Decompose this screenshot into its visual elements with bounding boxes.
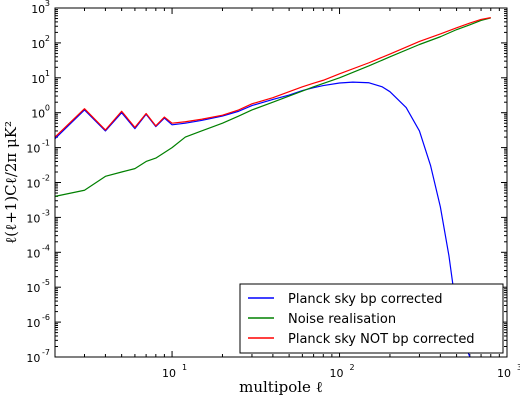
y-tick-label: 10 [26,212,40,225]
legend: Planck sky bp corrected Noise realisation… [239,283,504,354]
y-tick-label-exponent: -1 [42,139,50,148]
y-tick-label-exponent: -3 [42,208,50,217]
x-tick-label-exponent: 1 [182,363,187,372]
y-tick-label: 10 [31,108,45,121]
series-lines [54,17,491,358]
legend-entry: Planck sky NOT bp corrected [288,332,475,347]
series-line-1 [54,17,491,197]
y-tick-label-exponent: -4 [42,243,50,252]
y-tick-label-exponent: -5 [42,278,50,287]
y-tick-label: 10 [26,352,40,365]
y-tick-label: 10 [26,247,40,260]
x-tick-label: 10 [162,367,176,380]
y-tick-label: 10 [26,143,40,156]
y-tick-label-exponent: 1 [45,69,50,78]
y-tick-label-exponent: 0 [45,104,50,113]
y-tick-label-exponent: -2 [42,174,50,183]
y-tick-label: 10 [26,317,40,330]
series-line-2 [54,17,491,138]
y-tick-label: 10 [31,38,45,51]
y-tick-label: 10 [26,178,40,191]
y-axis-label: ℓ(ℓ+1)Cℓ/2π μK² [2,121,20,244]
y-tick-label-exponent: -6 [42,313,50,322]
legend-box [239,283,504,354]
x-tick-label: 10 [330,367,344,380]
y-tick-label-exponent: 2 [45,34,50,43]
legend-entry: Noise realisation [288,312,396,327]
y-tick-label-exponent: 3 [45,0,50,8]
y-tick-label: 10 [31,73,45,86]
plot-border [54,7,508,358]
x-axis-label: multipole ℓ [239,378,323,396]
tick-labels: 10 1 10 2 10 3-710-610-510-410-310-210-110010… [26,0,520,380]
x-tick-label-exponent: 3 [517,363,520,372]
x-tick-label: 10 [497,367,511,380]
y-tick-label: 10 [26,282,40,295]
y-tick-label: 10 [31,3,45,16]
x-tick-label-exponent: 2 [350,363,355,372]
y-tick-label-exponent: -7 [42,348,50,357]
legend-entry: Planck sky bp corrected [288,292,443,307]
